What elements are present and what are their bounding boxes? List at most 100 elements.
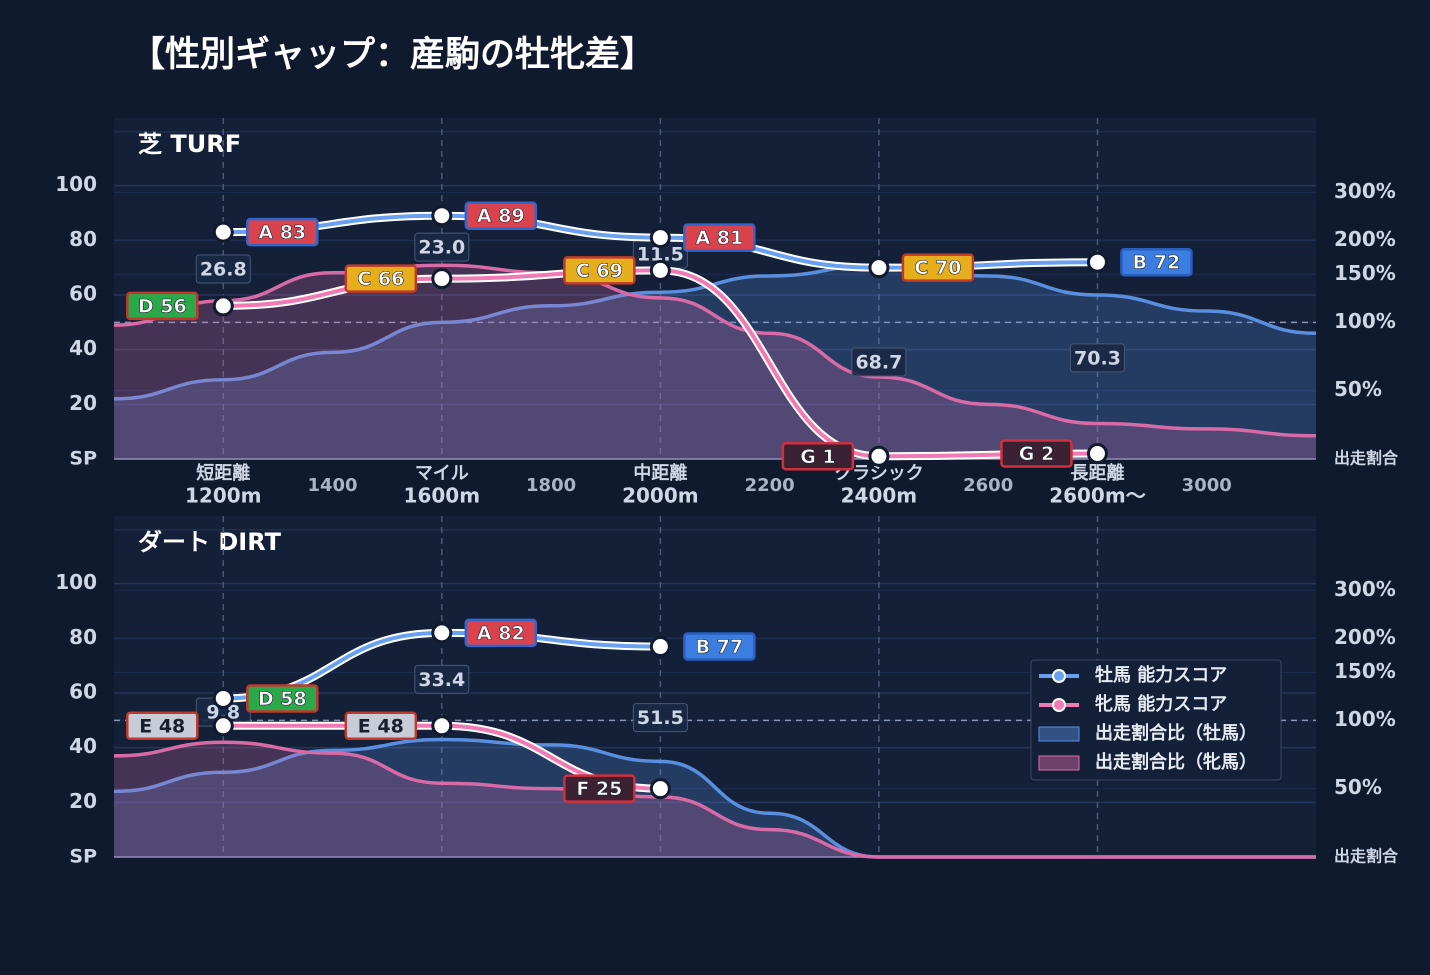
y-tick-label: 80 bbox=[69, 625, 97, 649]
score-point bbox=[431, 268, 453, 290]
y-tick-label: 100 bbox=[55, 570, 97, 594]
grade-box bbox=[464, 201, 538, 230]
category-label: 中距離 bbox=[633, 462, 687, 484]
grade-box bbox=[246, 684, 319, 713]
gap-box bbox=[851, 347, 907, 377]
gap-label: 23.0 bbox=[418, 237, 465, 259]
grade-label: A 81 bbox=[695, 227, 743, 249]
gap-box bbox=[632, 703, 688, 733]
legend-label: 出走割合比（牝馬） bbox=[1095, 751, 1257, 773]
grade-box bbox=[1120, 247, 1193, 277]
grade-box bbox=[344, 264, 418, 293]
grade-label: A 82 bbox=[477, 622, 525, 644]
panel-title: ダート DIRT bbox=[138, 528, 282, 556]
gap-label: 9.8 bbox=[206, 702, 240, 724]
gap-box bbox=[414, 232, 470, 262]
x-tick-label: 1400 bbox=[307, 475, 357, 496]
grade-box bbox=[683, 632, 756, 661]
x-tick-label: 2600 bbox=[963, 475, 1013, 496]
grade-box bbox=[464, 618, 538, 648]
y2-tick-label: 200% bbox=[1334, 625, 1396, 649]
grade-label: C 66 bbox=[357, 268, 404, 290]
score-point bbox=[1086, 251, 1108, 273]
share-area bbox=[114, 739, 1316, 857]
legend-swatch bbox=[1038, 755, 1080, 771]
y-tick-label: 20 bbox=[69, 391, 97, 415]
share-area bbox=[114, 265, 1316, 459]
y2-tick-label: 50% bbox=[1334, 377, 1382, 401]
gap-label: 68.7 bbox=[855, 351, 902, 373]
y-tick-label: 40 bbox=[69, 734, 97, 758]
gap-label: 51.5 bbox=[637, 707, 684, 729]
grade-label: G 2 bbox=[1019, 443, 1054, 465]
y-tick-label: 40 bbox=[69, 336, 97, 360]
y2-tick-label: 100% bbox=[1334, 309, 1396, 333]
grade-label: B 77 bbox=[696, 636, 744, 658]
grade-label: C 70 bbox=[914, 257, 961, 279]
page-title: 【性別ギャップ：産駒の牡牝差】 bbox=[130, 35, 655, 75]
share-line bbox=[113, 263, 1317, 438]
gap-box bbox=[195, 254, 251, 284]
score-point bbox=[212, 295, 234, 317]
grade-label: G 1 bbox=[800, 446, 835, 468]
score-point bbox=[212, 221, 234, 243]
grade-label: A 83 bbox=[258, 222, 306, 244]
gap-label: 33.4 bbox=[418, 669, 465, 691]
category-label: クラシック bbox=[834, 463, 924, 484]
category-label: 長距離 bbox=[1070, 462, 1124, 484]
gap-label: 11.5 bbox=[637, 244, 684, 266]
score-point bbox=[431, 715, 453, 737]
grade-box bbox=[563, 774, 636, 803]
y-tick-label: SP bbox=[69, 448, 97, 470]
grade-box bbox=[683, 223, 756, 252]
grade-label: D 58 bbox=[258, 688, 307, 710]
y-tick-label: 80 bbox=[69, 227, 97, 251]
y2-tick-label: 50% bbox=[1334, 775, 1382, 799]
grade-box bbox=[901, 253, 975, 282]
grade-label: E 48 bbox=[358, 715, 404, 737]
score-point bbox=[868, 257, 890, 279]
score-point bbox=[1086, 443, 1108, 465]
score-point bbox=[212, 687, 234, 709]
gap-label: 26.8 bbox=[200, 259, 247, 281]
x-tick-label: 3000 bbox=[1182, 475, 1232, 496]
grade-label: A 89 bbox=[477, 205, 525, 227]
x-tick-label: 1600m bbox=[404, 484, 481, 508]
gap-box bbox=[1069, 343, 1125, 373]
legend-marker bbox=[1052, 698, 1066, 712]
x-tick-label: 2200 bbox=[745, 475, 795, 496]
category-label: 短距離 bbox=[196, 462, 250, 484]
y-tick-label: 60 bbox=[69, 680, 97, 704]
grade-box bbox=[344, 711, 418, 741]
legend-swatch bbox=[1038, 726, 1080, 742]
y2-tick-label: 100% bbox=[1334, 707, 1396, 731]
y-tick-label: SP bbox=[69, 846, 97, 868]
grade-label: E 48 bbox=[139, 715, 185, 737]
score-point bbox=[649, 636, 671, 658]
category-label: マイル bbox=[415, 463, 469, 484]
grade-box bbox=[126, 291, 199, 321]
grade-label: C 69 bbox=[576, 260, 623, 282]
x-tick-label: 1800 bbox=[526, 475, 576, 496]
score-point bbox=[649, 778, 671, 800]
legend-label: 牡馬 能力スコア bbox=[1095, 664, 1227, 686]
share-area bbox=[114, 742, 1316, 857]
y-tick-label: 100 bbox=[55, 172, 97, 196]
score-point bbox=[431, 205, 453, 227]
gap-box bbox=[414, 664, 470, 694]
y-tick-label: 60 bbox=[69, 282, 97, 306]
y2-tick-label: 300% bbox=[1334, 577, 1396, 601]
grade-label: D 56 bbox=[138, 295, 187, 317]
x-tick-label: 1200m bbox=[185, 484, 262, 508]
score-point bbox=[212, 715, 234, 737]
score-point bbox=[868, 445, 890, 467]
panel-title: 芝 TURF bbox=[138, 130, 241, 158]
gap-label: 70.3 bbox=[1074, 347, 1121, 369]
grade-box bbox=[246, 217, 319, 247]
share-area bbox=[114, 265, 1316, 459]
score-point bbox=[649, 259, 671, 281]
legend-label: 出走割合比（牡馬） bbox=[1095, 722, 1257, 744]
grade-box bbox=[1000, 439, 1073, 468]
